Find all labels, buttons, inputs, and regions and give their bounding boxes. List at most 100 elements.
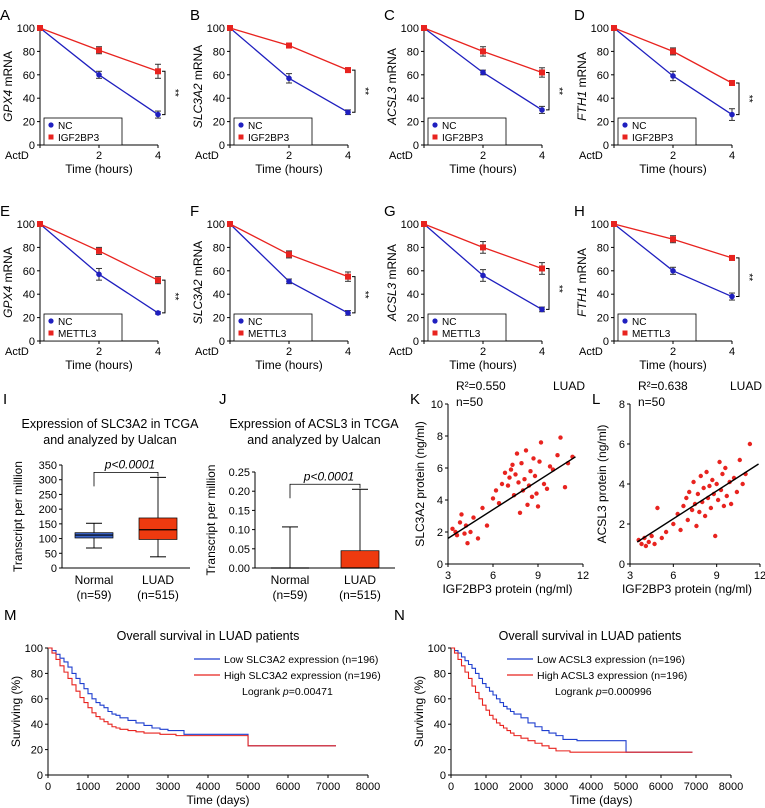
significance-label: ** <box>553 87 564 95</box>
scatter-point <box>475 536 481 541</box>
logrank-value: =0.000996 <box>602 686 652 698</box>
y-tick-label: 20 <box>407 117 419 129</box>
legend-box <box>233 313 313 342</box>
data-point <box>155 68 161 75</box>
series-METTL3 <box>227 221 351 282</box>
series-NC <box>421 221 545 313</box>
chart-title: and analyzed by Ualcan <box>247 433 380 447</box>
scatter-point <box>659 535 664 541</box>
x-tick-label: 3 <box>445 570 451 582</box>
scatter-point <box>701 485 706 491</box>
actd-label: ActD <box>579 150 603 162</box>
legend-label: IGF2BP3 <box>442 133 484 144</box>
logrank-prefix: Logrank <box>242 686 283 698</box>
data-point <box>729 111 735 118</box>
scatter-point <box>687 489 692 495</box>
x-axis-label: Time (hours) <box>65 358 133 372</box>
data-point <box>345 310 351 316</box>
scatter-point <box>534 491 539 496</box>
actd-label: ActD <box>389 150 413 162</box>
scatter-point <box>531 456 536 461</box>
scatter-point <box>697 509 702 515</box>
cohort-label: LUAD <box>730 379 762 393</box>
scatter-point <box>538 440 544 445</box>
legend-label: IGF2BP3 <box>632 133 674 144</box>
y-axis-label-gene: GPX4 <box>1 286 15 318</box>
x-tick-label: 7000 <box>684 781 708 793</box>
y-axis-label: Transcript per million <box>11 461 25 572</box>
scatter-point <box>678 527 683 533</box>
y-tick-label: 80 <box>434 668 446 680</box>
data-point <box>480 69 486 76</box>
y-tick-label: 80 <box>407 242 419 254</box>
x-tick-label: 8000 <box>719 781 743 793</box>
data-point <box>480 48 486 55</box>
series-line <box>229 27 349 113</box>
data-point <box>539 69 545 76</box>
y-tick-label: 0 <box>437 559 443 571</box>
series-NC <box>37 25 161 119</box>
scatter-point <box>525 502 530 507</box>
significance-label: ** <box>359 291 370 299</box>
x-axis-label: Time (hours) <box>65 162 133 176</box>
x-axis-label: Time (hours) <box>255 162 323 176</box>
y-tick-label: 0 <box>619 559 625 571</box>
scatter-panel-K: K 0 2 4 6 8 10 3 6 9 12 IGF2BP3 protein (ng/ml) SLC3… <box>410 379 589 596</box>
y-axis-label: SLC3A2 mRNA <box>191 241 205 324</box>
scatter-point <box>493 488 499 493</box>
x-tick-label: 12 <box>754 570 765 582</box>
line-panel-A: A 0 20 40 60 80 100 2 4 ActD Time (hours) GPX4 mRNA… <box>0 7 180 176</box>
x-axis-label: Time (hours) <box>639 358 707 372</box>
y-tick-label: 10 <box>431 399 443 411</box>
legend-marker <box>238 330 244 336</box>
significance-bracket <box>352 276 356 314</box>
scatter-point <box>517 510 523 515</box>
logrank-p: p <box>595 686 602 698</box>
x-tick-label: 6 <box>490 570 496 582</box>
y-tick-label: 40 <box>434 719 446 731</box>
y-tick-label: 100 <box>39 534 57 546</box>
scatter-point <box>728 501 734 507</box>
series-IGF2BP3 <box>611 25 735 86</box>
significance-bracket <box>162 70 166 116</box>
scatter-point <box>695 491 701 497</box>
legend-marker <box>48 134 54 140</box>
y-tick-label: 50 <box>45 548 57 560</box>
legend-marker <box>48 330 54 336</box>
y-tick-label: 20 <box>213 313 225 325</box>
y-axis-label: Surviving (%) <box>412 676 426 747</box>
box-Normal: Normal(n=59) <box>270 526 310 602</box>
line-panel-C: C 0 20 40 60 80 100 2 4 ActD Time (hours) ACSL3 mRN… <box>384 7 564 176</box>
y-tick-label: 0.10 <box>229 525 250 537</box>
y-axis-label: ACSL3 protein (ng/ml) <box>595 425 609 544</box>
data-point <box>155 277 161 284</box>
scatter-point <box>499 481 505 487</box>
legend-box <box>43 117 123 146</box>
data-point <box>539 265 545 272</box>
significance-label: ** <box>169 293 180 301</box>
data-point <box>286 75 292 82</box>
survival-curve <box>451 647 693 753</box>
survival-curve <box>451 647 693 753</box>
scatter-point <box>649 533 654 539</box>
y-tick-label: 2 <box>437 527 443 539</box>
x-tick-label: 4 <box>345 150 351 162</box>
group-label: Normal <box>271 573 310 587</box>
scatter-point <box>689 507 695 513</box>
scatter-point <box>465 541 470 546</box>
logrank-prefix: Logrank <box>555 686 596 698</box>
data-point <box>611 25 617 31</box>
y-tick-label: 80 <box>407 46 419 58</box>
scatter-point <box>507 475 512 480</box>
panel-label: N <box>394 607 405 624</box>
x-tick-label: 2000 <box>509 781 533 793</box>
legend-label: METTL3 <box>58 329 97 340</box>
x-tick-label: 0 <box>45 781 51 793</box>
pvalue-bracket <box>289 483 361 499</box>
scatter-point <box>562 485 568 490</box>
legend-label: METTL3 <box>632 329 671 340</box>
logrank-p: p <box>282 686 289 698</box>
chart-title: Overall survival in LUAD patients <box>499 629 682 643</box>
box-body <box>340 550 380 569</box>
